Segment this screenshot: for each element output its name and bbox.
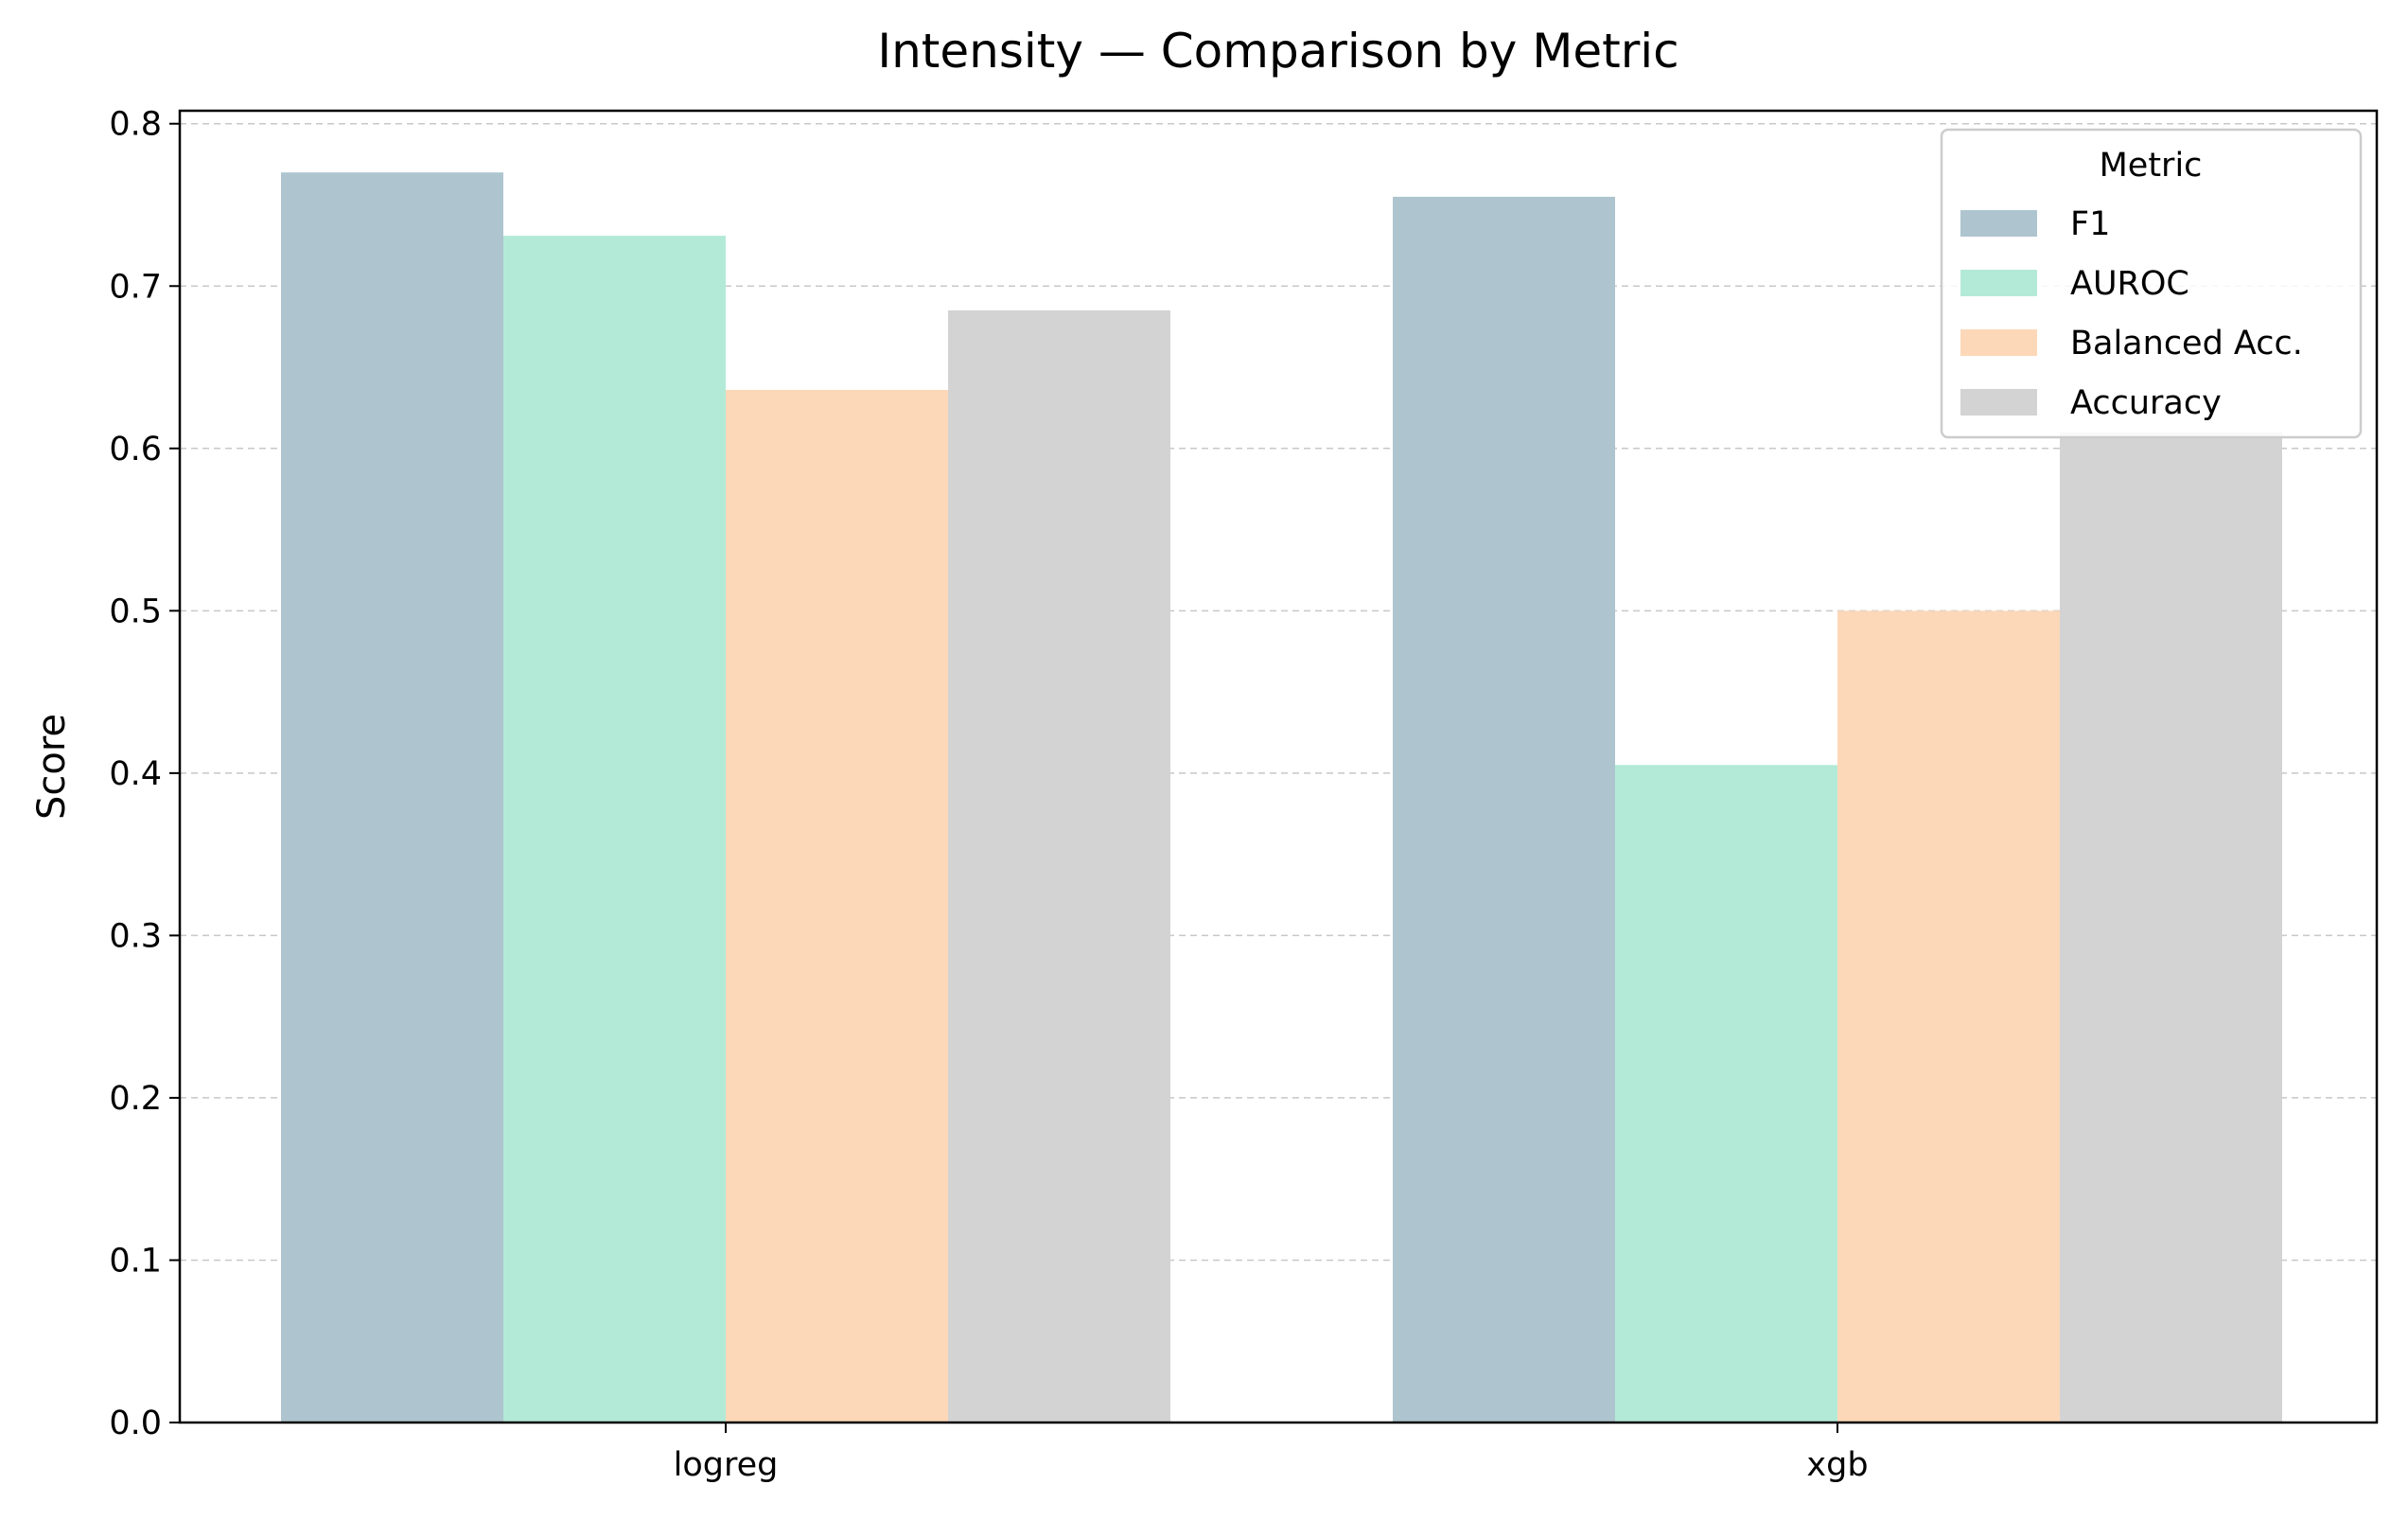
- legend-swatch: [1960, 329, 2037, 356]
- legend-title: Metric: [2100, 147, 2203, 185]
- y-tick-label: 0.2: [109, 1080, 162, 1118]
- y-tick-label: 0.3: [109, 917, 162, 955]
- legend-box: [1940, 128, 2363, 439]
- y-tick-label: 0.0: [109, 1405, 162, 1442]
- y-tick-label: 0.5: [109, 592, 162, 630]
- legend-label: F1: [2070, 205, 2110, 243]
- y-tick-label: 0.8: [109, 106, 162, 144]
- legend-swatch: [1960, 389, 2037, 415]
- y-axis: 0.0 0.1 0.2 0.3 0.4 0.5 0.6 0.7 0.8: [109, 106, 180, 1442]
- bar-logreg-accuracy: [948, 309, 1170, 1423]
- y-tick-label: 0.6: [109, 431, 162, 468]
- x-tick-label: xgb: [1806, 1446, 1868, 1484]
- legend-label: Accuracy: [2070, 384, 2222, 422]
- bar-logreg-f1: [281, 172, 503, 1423]
- plot-frame: [178, 109, 2379, 1424]
- x-tick-label: logreg: [674, 1446, 779, 1484]
- legend-swatch: [1960, 210, 2037, 237]
- bar-logreg-balanced-acc: [726, 390, 948, 1423]
- chart-title: Intensity — Comparison by Metric: [877, 24, 1679, 79]
- bar-xgb-auroc: [1615, 765, 1837, 1423]
- y-tick-label: 0.7: [109, 268, 162, 306]
- legend: Metric F1 AUROC Balanced Acc. Accuracy: [1940, 128, 2363, 439]
- bar-xgb-balanced-acc: [1837, 610, 2060, 1423]
- bars: [281, 172, 2282, 1423]
- legend-label: Balanced Acc.: [2070, 325, 2303, 362]
- bar-logreg-auroc: [503, 236, 726, 1423]
- bar-xgb-f1: [1393, 196, 1615, 1423]
- y-axis-label: Score: [30, 714, 74, 820]
- y-tick-label: 0.1: [109, 1242, 162, 1280]
- x-axis: logreg xgb: [674, 1423, 1869, 1484]
- legend-swatch: [1960, 270, 2037, 296]
- bar-xgb-accuracy: [2060, 432, 2282, 1423]
- y-tick-label: 0.4: [109, 755, 162, 793]
- legend-label: AUROC: [2070, 265, 2189, 303]
